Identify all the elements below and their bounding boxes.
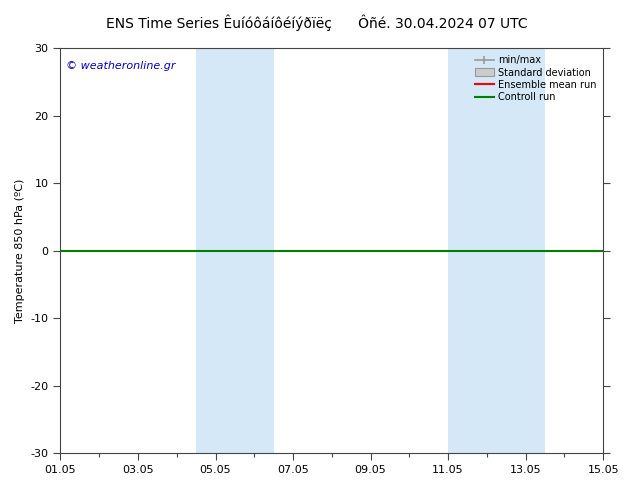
Y-axis label: Temperature 850 hPa (ºC): Temperature 850 hPa (ºC) [15,179,25,323]
Text: ENS Time Series Êuíóôáíôéíýðïëç      Ôñé. 30.04.2024 07 UTC: ENS Time Series Êuíóôáíôéíýðïëç Ôñé. 30.… [106,15,528,31]
Bar [196,49,274,453]
Bar [448,49,545,453]
Text: © weatheronline.gr: © weatheronline.gr [66,61,176,71]
Legend: min/max, Standard deviation, Ensemble mean run, Controll run: min/max, Standard deviation, Ensemble me… [472,53,598,104]
